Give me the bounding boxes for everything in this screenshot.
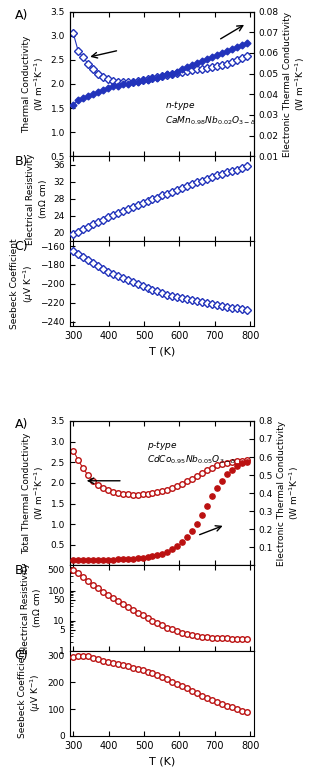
Text: C): C) — [15, 649, 28, 662]
Text: C): C) — [15, 240, 28, 253]
X-axis label: T (K): T (K) — [149, 347, 175, 357]
Y-axis label: Electrical Resistivity
(m$\Omega$ cm): Electrical Resistivity (m$\Omega$ cm) — [21, 563, 43, 654]
Text: $n$-type
CaMn$_{0.98}$Nb$_{0.02}$O$_{3-\delta}$: $n$-type CaMn$_{0.98}$Nb$_{0.02}$O$_{3-\… — [165, 99, 256, 126]
Y-axis label: Seebeck Coefficient
($\mu$V K$^{-1}$): Seebeck Coefficient ($\mu$V K$^{-1}$) — [10, 238, 36, 329]
X-axis label: T (K): T (K) — [149, 756, 175, 766]
Text: $p$-type
CdCo$_{0.95}$Nb$_{0.05}$O$_{3-\delta}$: $p$-type CdCo$_{0.95}$Nb$_{0.05}$O$_{3-\… — [147, 439, 236, 466]
Y-axis label: Electrical Resistivity
(m$\Omega$ cm): Electrical Resistivity (m$\Omega$ cm) — [26, 153, 49, 244]
Y-axis label: Total Thermal Conductivity
(W m$^{-1}$K$^{-1}$): Total Thermal Conductivity (W m$^{-1}$K$… — [22, 432, 46, 554]
Text: A): A) — [15, 9, 28, 22]
Y-axis label: Thermal Conductivity
(W m$^{-1}$K$^{-1}$): Thermal Conductivity (W m$^{-1}$K$^{-1}$… — [22, 35, 46, 133]
Text: B): B) — [15, 154, 28, 168]
Text: B): B) — [15, 564, 28, 577]
Text: A): A) — [15, 418, 28, 431]
Y-axis label: Electronic Thermal Conductivity
(W m$^{-1}$K$^{-1}$): Electronic Thermal Conductivity (W m$^{-… — [277, 421, 301, 566]
Y-axis label: Seebeck Coefficient
($\mu$V K$^{-1}$): Seebeck Coefficient ($\mu$V K$^{-1}$) — [18, 648, 43, 739]
Y-axis label: Electronic Thermal Conductivity
(W m$^{-1}$K$^{-1}$): Electronic Thermal Conductivity (W m$^{-… — [283, 12, 307, 157]
